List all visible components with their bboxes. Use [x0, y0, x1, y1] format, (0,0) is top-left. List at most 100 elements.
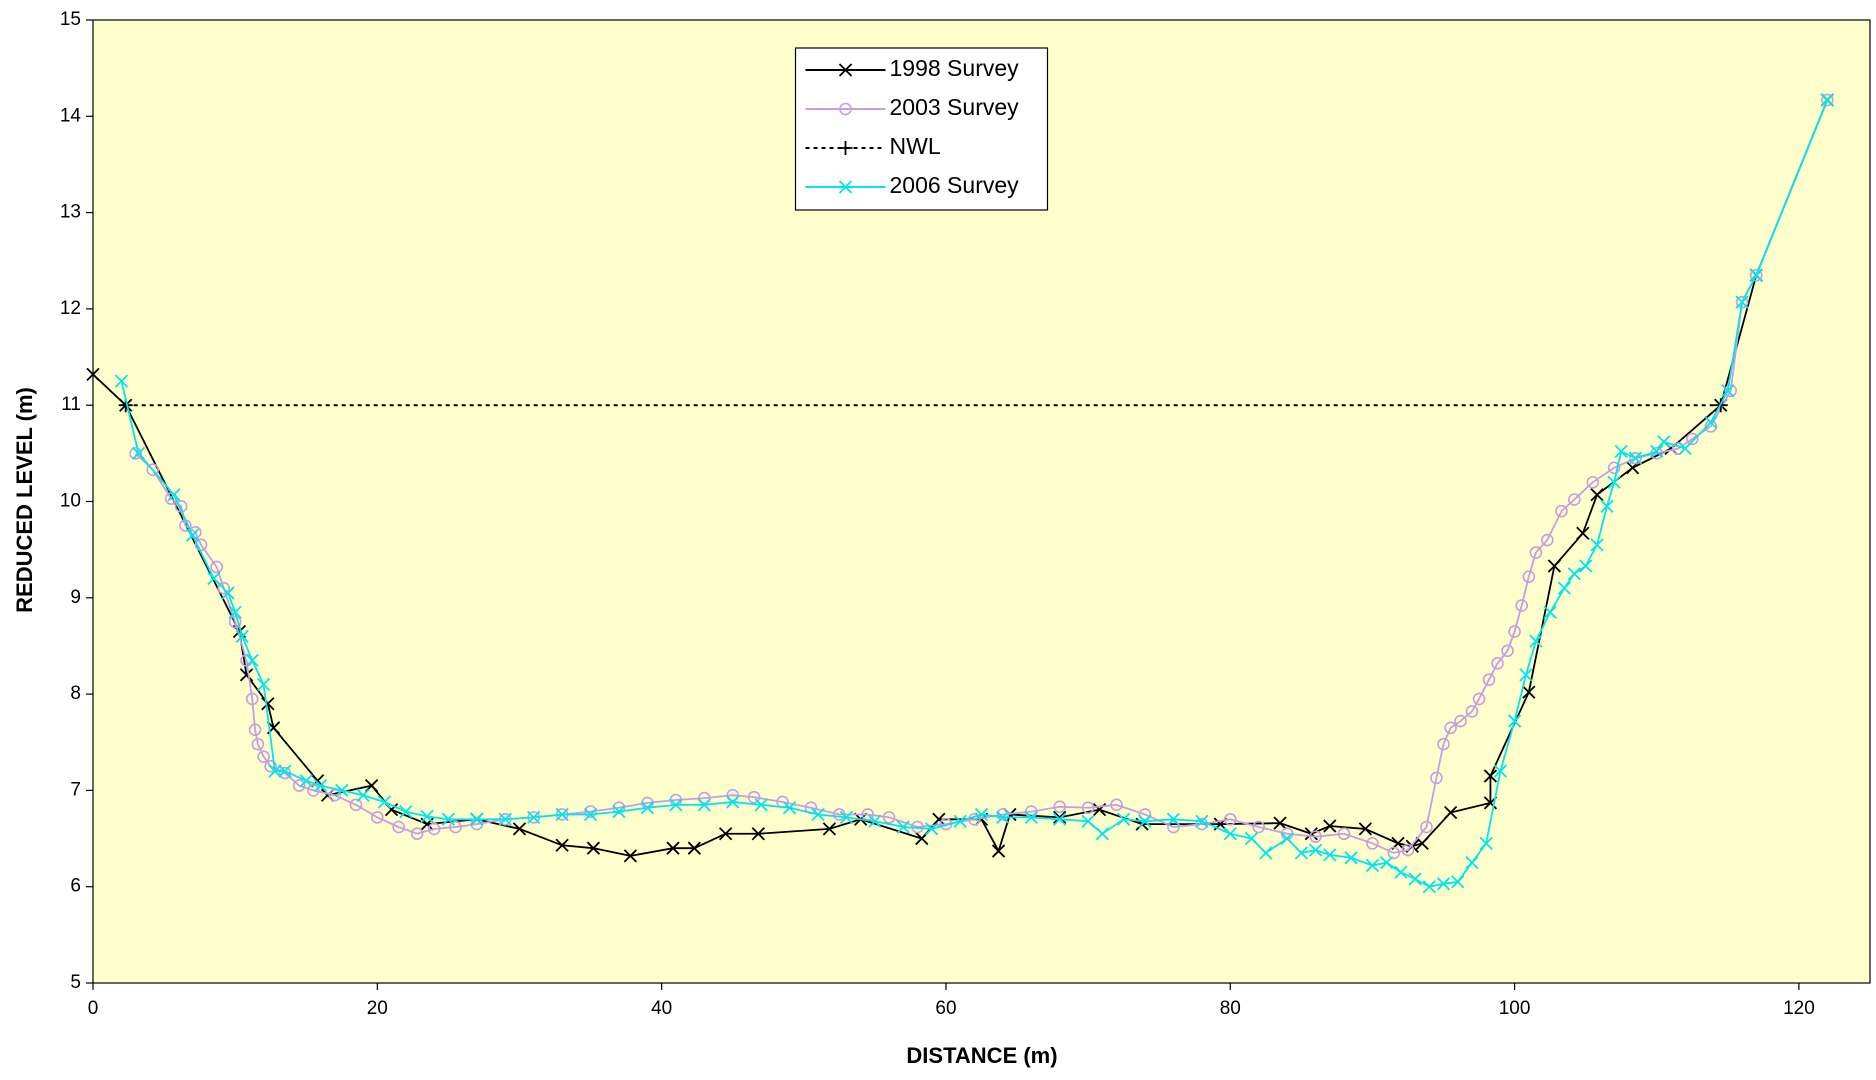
marker: [86, 367, 100, 382]
marker: [228, 605, 242, 619]
y-tick-label: 13: [60, 202, 81, 223]
marker: [1430, 771, 1443, 785]
marker: [217, 581, 231, 595]
marker: [245, 653, 259, 668]
marker: [335, 783, 349, 798]
marker: [1493, 764, 1508, 778]
marker: [292, 779, 306, 792]
marker: [1482, 673, 1496, 686]
marker: [1483, 769, 1498, 783]
marker: [1408, 872, 1422, 886]
marker: [697, 798, 711, 812]
marker: [838, 141, 853, 155]
marker: [1547, 559, 1562, 573]
marker: [996, 810, 1010, 825]
marker: [1138, 814, 1152, 828]
marker: [1195, 814, 1209, 828]
marker: [207, 571, 221, 586]
marker: [1024, 810, 1038, 825]
marker: [839, 102, 852, 116]
marker: [1437, 737, 1450, 751]
marker: [1252, 820, 1266, 834]
marker: [555, 807, 569, 822]
marker: [1053, 800, 1066, 814]
marker: [114, 374, 129, 388]
marker: [1422, 880, 1436, 894]
marker: [726, 795, 740, 809]
marker: [1380, 855, 1394, 870]
y-tick-label: 11: [61, 394, 81, 415]
marker: [410, 827, 424, 841]
marker: [392, 820, 405, 834]
marker: [1401, 843, 1415, 857]
x-tick-label: 100: [1499, 998, 1531, 1019]
marker: [256, 677, 271, 692]
y-tick-label: 7: [70, 779, 81, 800]
marker: [1568, 493, 1581, 506]
marker: [1579, 559, 1593, 573]
marker: [1259, 846, 1273, 860]
marker: [1555, 504, 1568, 518]
marker: [1110, 798, 1123, 812]
marker: [228, 615, 242, 629]
marker: [1721, 384, 1735, 398]
y-tick-label: 10: [60, 491, 81, 512]
marker: [1657, 435, 1671, 449]
marker: [1166, 812, 1181, 826]
marker: [1223, 812, 1237, 826]
marker: [1244, 831, 1259, 846]
legend-box: [794, 47, 1049, 211]
legend-label: 2003 Survey: [890, 94, 1020, 120]
marker: [1273, 816, 1287, 830]
marker: [1053, 812, 1067, 826]
marker: [584, 805, 597, 818]
x-tick-label: 20: [367, 998, 388, 1019]
marker: [420, 809, 434, 824]
marker: [586, 841, 601, 855]
marker: [1394, 865, 1408, 879]
marker: [1095, 827, 1109, 841]
marker: [1519, 668, 1533, 682]
marker: [1501, 644, 1514, 658]
marker: [583, 807, 598, 822]
marker: [1704, 415, 1718, 430]
marker: [1686, 432, 1699, 446]
marker: [1567, 567, 1581, 581]
marker: [1507, 714, 1522, 728]
marker: [1678, 441, 1692, 456]
marker: [1344, 851, 1358, 865]
marker: [751, 827, 765, 841]
marker: [221, 586, 235, 600]
marker: [822, 822, 837, 836]
marker: [1465, 855, 1479, 870]
marker: [1420, 820, 1433, 834]
marker: [623, 849, 638, 863]
marker: [1628, 451, 1643, 465]
marker: [1749, 268, 1763, 282]
marker: [1472, 692, 1486, 706]
marker: [512, 822, 527, 836]
marker: [1280, 831, 1294, 846]
marker: [1529, 546, 1543, 559]
series: [114, 93, 1834, 894]
marker: [1491, 656, 1504, 670]
marker: [449, 820, 462, 834]
marker: [1081, 801, 1095, 815]
marker: [1387, 846, 1401, 860]
marker: [612, 804, 626, 819]
marker: [1576, 526, 1590, 540]
marker: [1365, 858, 1380, 873]
marker: [1337, 827, 1351, 841]
marker: [1529, 634, 1543, 648]
marker: [1590, 538, 1604, 552]
marker: [1557, 581, 1571, 595]
marker: [1323, 819, 1337, 833]
marker: [666, 841, 680, 855]
marker: [1735, 295, 1749, 309]
marker: [868, 814, 882, 828]
marker: [1522, 570, 1536, 583]
marker: [838, 180, 853, 194]
marker: [996, 808, 1010, 821]
marker: [1614, 444, 1628, 459]
legend-label: NWL: [890, 133, 941, 159]
